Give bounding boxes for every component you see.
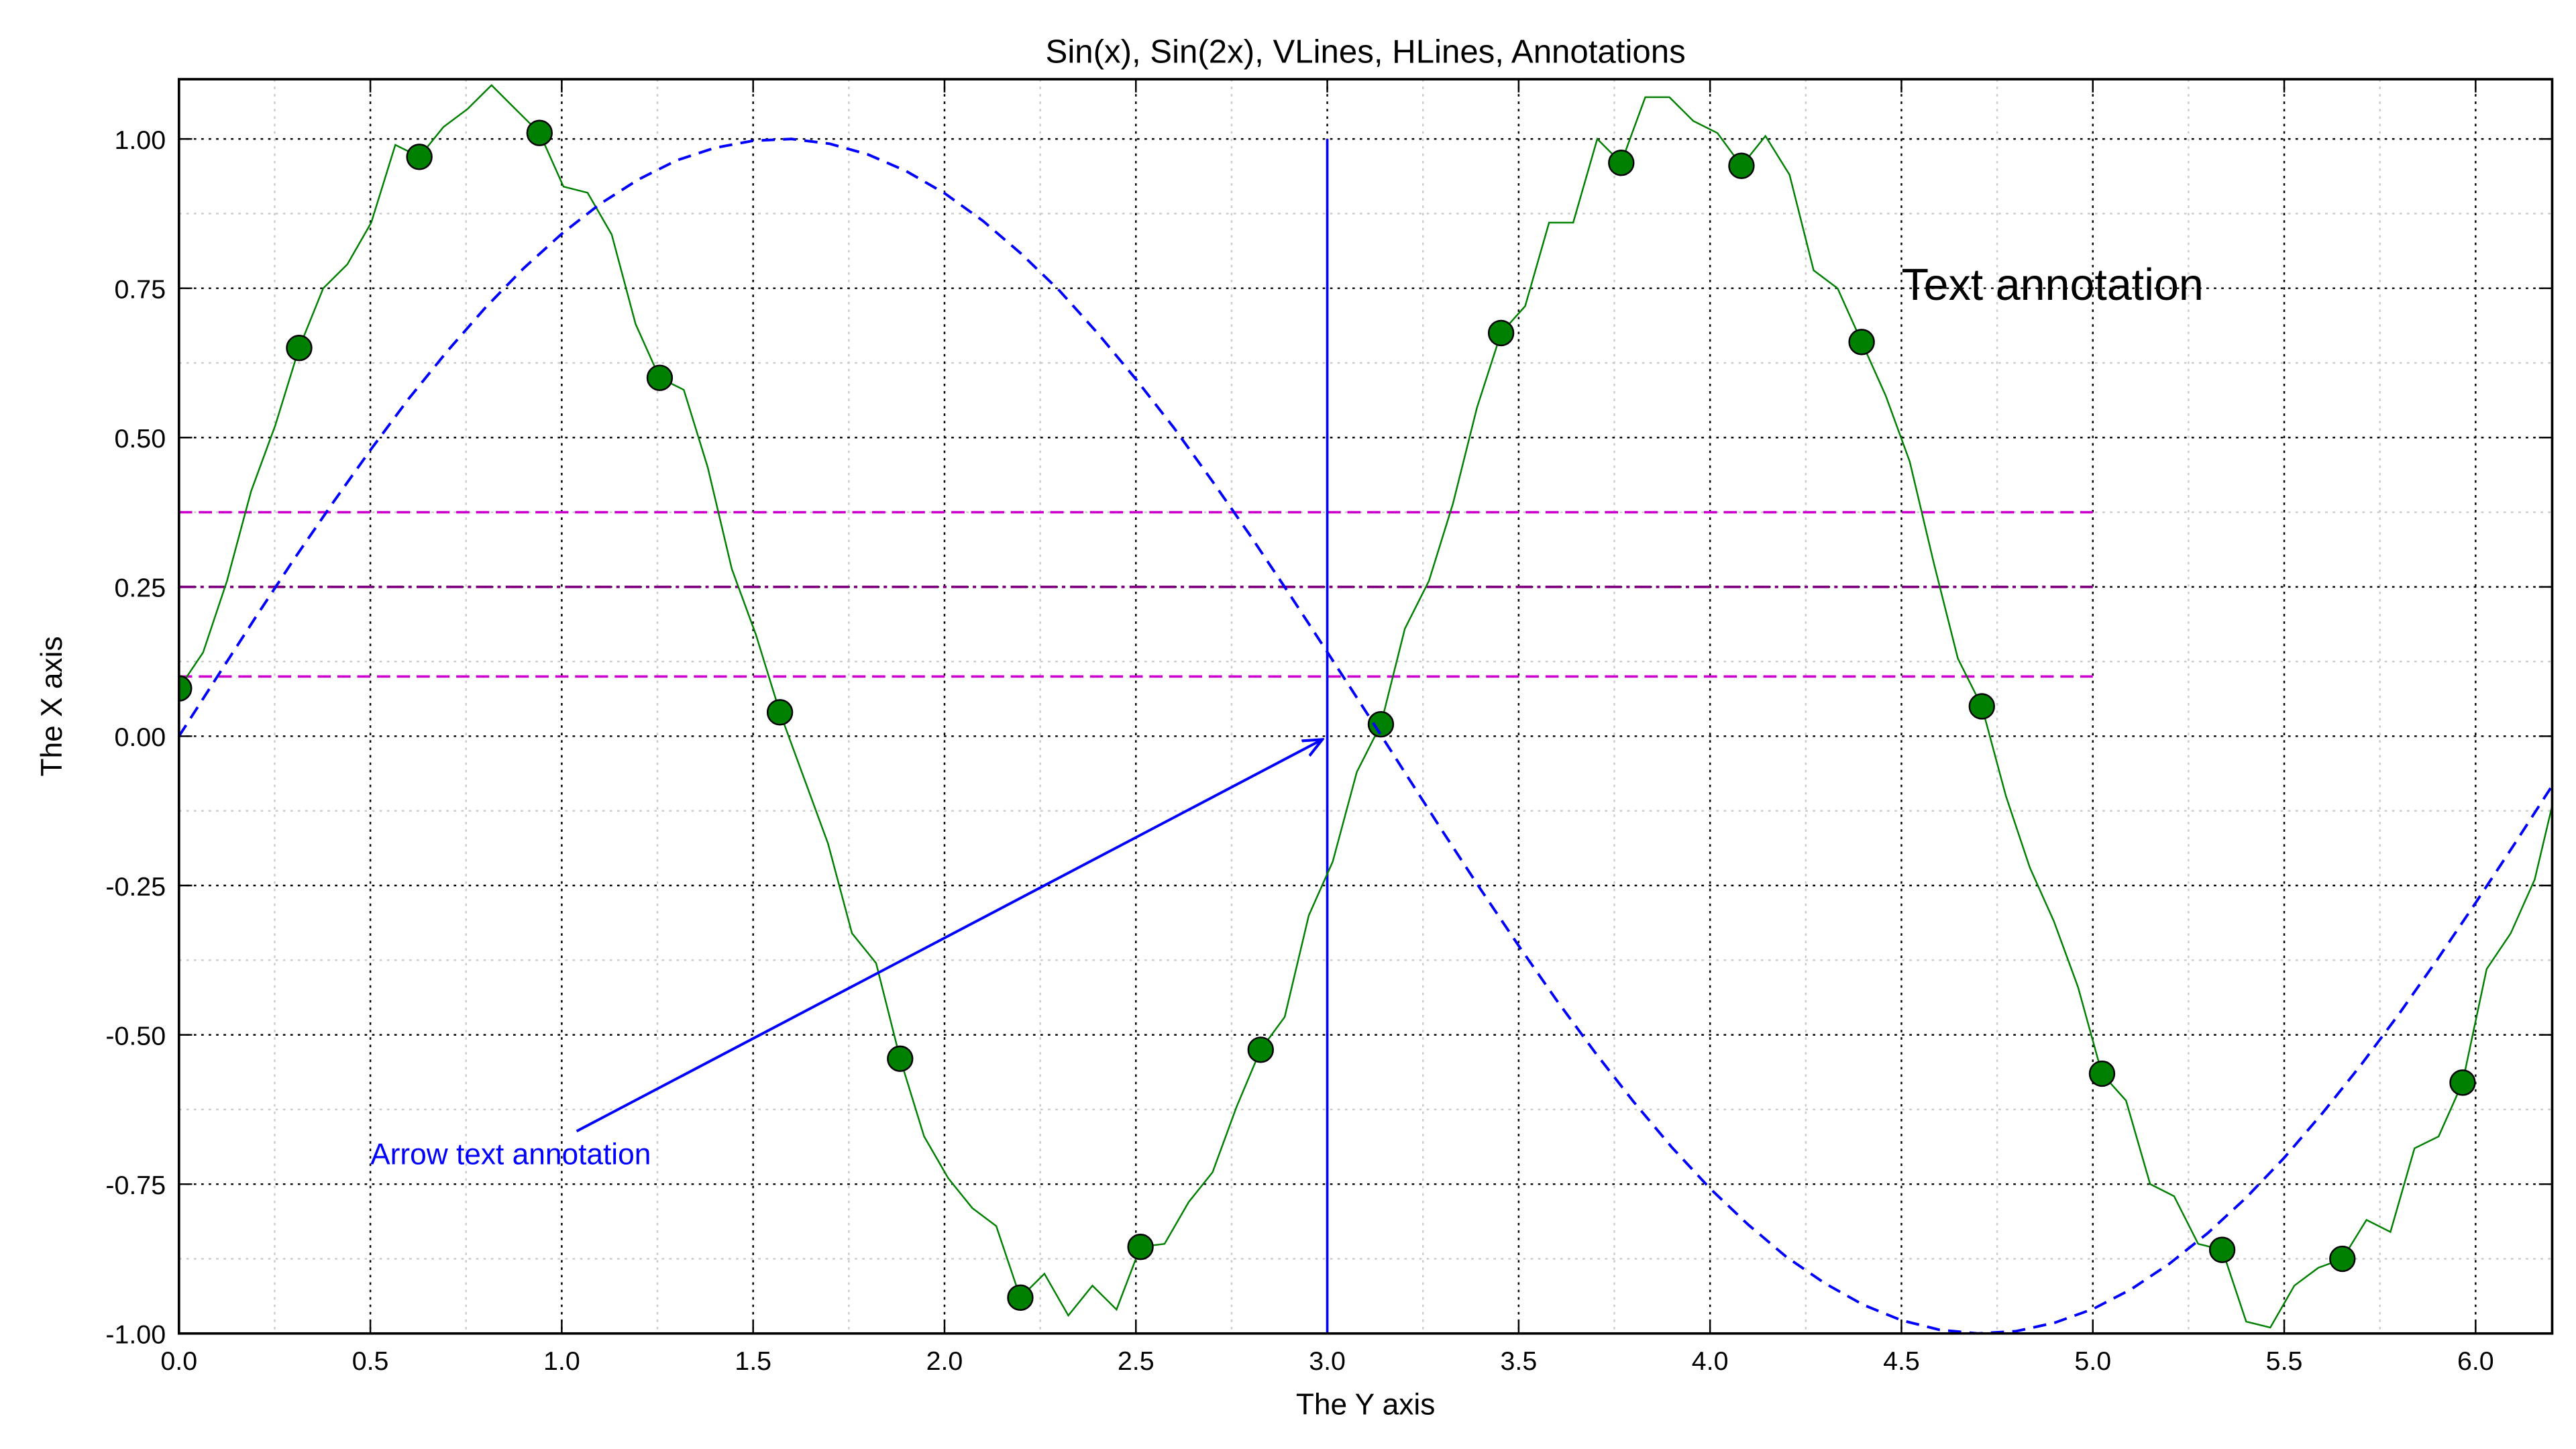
data-point-marker — [406, 144, 433, 170]
plot-frame — [177, 78, 2554, 1335]
x-tick-label: 2.5 — [1118, 1346, 1155, 1376]
data-point-marker — [1848, 329, 1875, 356]
arrow-annotation-text: Arrow text annotation — [370, 1138, 651, 1171]
y-tick-label: 0.25 — [114, 574, 166, 603]
x-axis-label: The Y axis — [1296, 1388, 1436, 1421]
x-tick-label: 2.0 — [926, 1346, 963, 1376]
x-tick-label: 1.5 — [735, 1346, 771, 1376]
x-tick-label: 3.5 — [1501, 1346, 1538, 1376]
y-tick-label: -0.75 — [105, 1171, 166, 1200]
x-tick-label: 4.0 — [1692, 1346, 1729, 1376]
data-point-marker — [2088, 1060, 2116, 1087]
data-point-marker — [2449, 1069, 2476, 1096]
ticks: 0.0 0.5 1.0 1.5 2.0 2.5 3.0 3.5 4.0 4.5 5.0 5.5 6.0 -… — [105, 79, 2553, 1376]
data-point-marker — [2329, 1245, 2356, 1273]
text-annotation: Text annotation — [1901, 260, 2203, 310]
x-tick-label: 1.0 — [543, 1346, 580, 1376]
data-point-marker — [1608, 150, 1635, 176]
y-tick-label: 0.00 — [114, 722, 166, 752]
y-tick-label: 1.00 — [114, 125, 166, 155]
data-point-marker — [1968, 693, 1995, 720]
plot-area: Text annotation Arrow text annotation — [178, 84, 2553, 1334]
data-point-marker — [1487, 319, 1515, 347]
chart-title: Sin(x), Sin(2x), VLines, HLines, Annotat… — [1046, 33, 1686, 70]
x-tick-label: 3.0 — [1309, 1346, 1346, 1376]
y-axis-label: The X axis — [36, 636, 68, 776]
x-tick-label: 5.5 — [2266, 1346, 2303, 1376]
y-tick-label: 0.50 — [114, 424, 166, 453]
sinx-dashed-line — [178, 138, 2553, 1334]
data-point-marker — [1728, 152, 1755, 179]
sin2x-line — [178, 84, 2553, 1329]
data-point-marker — [2208, 1236, 2236, 1263]
x-tick-label: 0.5 — [352, 1346, 389, 1376]
x-tick-label: 0.0 — [160, 1346, 197, 1376]
x-tick-label: 6.0 — [2457, 1346, 2494, 1376]
data-point-marker — [286, 335, 313, 362]
y-tick-label: 0.75 — [114, 274, 166, 304]
data-point-marker — [1247, 1036, 1274, 1063]
data-point-marker — [646, 364, 674, 391]
data-point-marker — [766, 699, 794, 726]
y-tick-label: -1.00 — [105, 1320, 166, 1350]
data-point-marker — [887, 1045, 914, 1072]
data-point-marker — [1127, 1234, 1154, 1260]
data-point-marker — [178, 675, 193, 702]
y-tick-label: -0.25 — [105, 872, 166, 902]
data-point-marker — [526, 119, 553, 146]
annotation-arrow — [576, 739, 1323, 1132]
x-tick-label: 5.0 — [2074, 1346, 2111, 1376]
x-tick-label: 4.5 — [1883, 1346, 1920, 1376]
data-point-marker — [1007, 1284, 1034, 1311]
y-tick-label: -0.50 — [105, 1021, 166, 1051]
data-point-marker — [1367, 710, 1395, 738]
